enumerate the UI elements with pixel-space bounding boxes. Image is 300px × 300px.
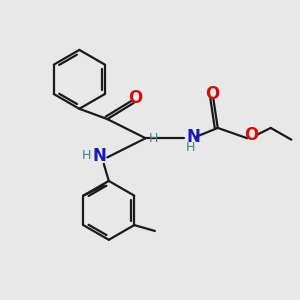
Text: N: N (92, 147, 106, 165)
Text: O: O (205, 85, 219, 103)
Text: O: O (128, 89, 142, 107)
Text: O: O (244, 126, 259, 144)
Text: H: H (149, 132, 158, 145)
Text: N: N (186, 128, 200, 146)
Text: H: H (81, 149, 91, 162)
Text: H: H (186, 141, 196, 154)
